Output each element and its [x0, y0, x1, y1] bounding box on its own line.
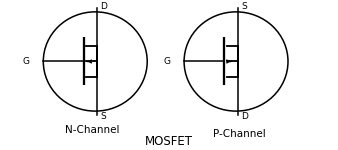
Text: G: G [164, 57, 171, 66]
Text: G: G [23, 57, 30, 66]
Text: D: D [100, 2, 107, 11]
Text: MOSFET: MOSFET [145, 135, 193, 148]
Text: N-Channel: N-Channel [65, 125, 119, 135]
Text: P-Channel: P-Channel [213, 129, 266, 139]
Text: D: D [241, 112, 248, 121]
Text: S: S [100, 112, 106, 121]
Text: S: S [241, 2, 247, 11]
